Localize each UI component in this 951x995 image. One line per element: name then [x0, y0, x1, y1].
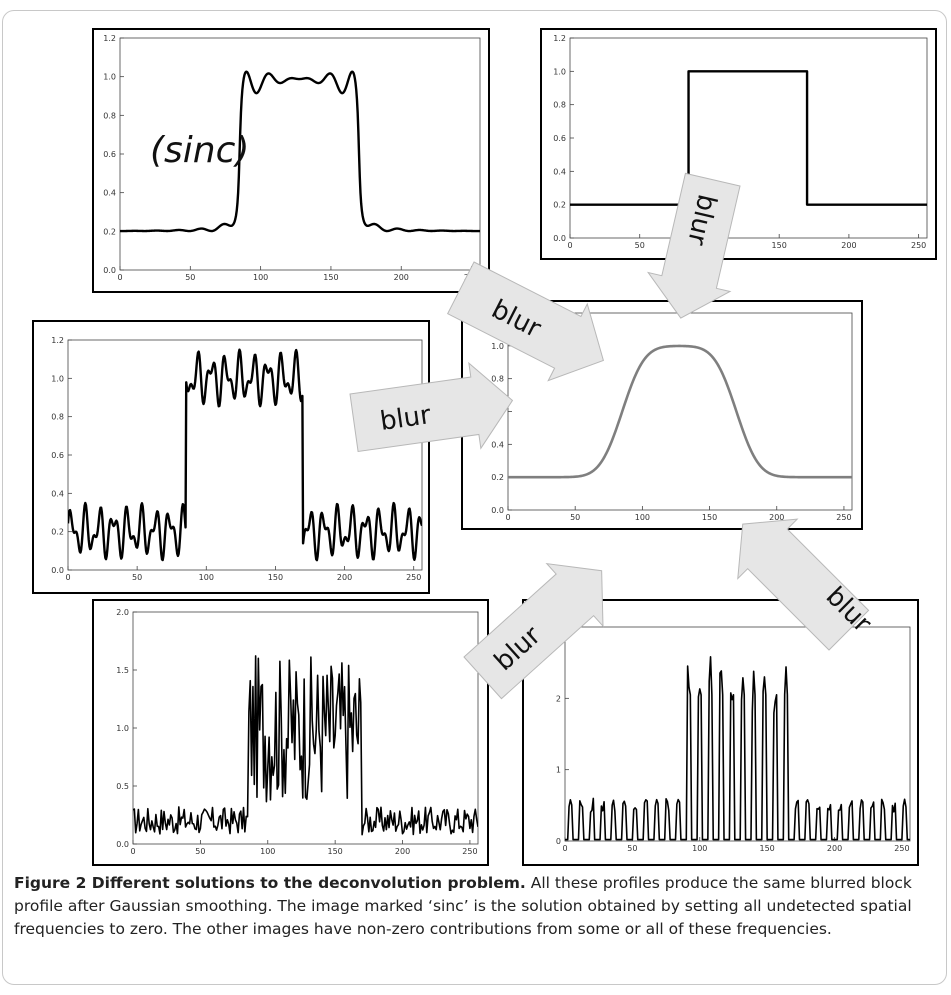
x-tick-label: 250 — [836, 513, 851, 522]
y-tick-label: 2.0 — [116, 608, 129, 617]
x-tick-label: 250 — [894, 844, 909, 853]
blur-arrow-spiky: blur — [737, 518, 877, 651]
x-tick-label: 200 — [337, 573, 352, 582]
x-tick-label: 50 — [195, 847, 205, 856]
x-tick-label: 150 — [328, 847, 343, 856]
y-tick-label: 0.6 — [51, 451, 64, 460]
x-tick-label: 150 — [702, 513, 717, 522]
panel-frame-noisy — [92, 599, 489, 866]
figure-frame — [2, 10, 947, 985]
y-tick-label: 0.0 — [491, 506, 504, 515]
x-tick-label: 0 — [562, 844, 567, 853]
x-tick-label: 50 — [570, 513, 580, 522]
y-tick-label: 0.2 — [51, 528, 64, 537]
series-line-blurred — [508, 344, 852, 479]
blur-arrow-sinc: blur — [446, 261, 605, 382]
x-tick-label: 200 — [769, 513, 784, 522]
x-tick-label: 0 — [567, 241, 572, 250]
sinc-annotation: (sinc) — [150, 130, 249, 171]
x-tick-label: 100 — [692, 844, 707, 853]
y-tick-label: 1.5 — [116, 666, 129, 675]
x-tick-label: 100 — [635, 513, 650, 522]
y-tick-label: 2 — [556, 694, 561, 703]
series-line-sinc — [120, 70, 480, 233]
y-tick-label: 0.0 — [116, 840, 129, 849]
y-tick-label: 0.2 — [553, 201, 566, 210]
y-tick-label: 0.8 — [51, 413, 64, 422]
y-tick-label: 1.2 — [103, 34, 116, 43]
panel-frame-spiky — [522, 599, 919, 866]
y-tick-label: 1.2 — [51, 336, 64, 345]
x-tick-label: 150 — [268, 573, 283, 582]
x-tick-label: 150 — [760, 844, 775, 853]
panel-frame-sinc — [92, 28, 490, 293]
x-tick-label: 200 — [841, 241, 856, 250]
x-tick-label: 100 — [253, 273, 268, 282]
y-tick-label: 0.2 — [491, 473, 504, 482]
x-tick-label: 150 — [323, 273, 338, 282]
panel-frame-block — [540, 28, 937, 260]
y-tick-label: 1.0 — [51, 374, 64, 383]
x-tick-label: 250 — [911, 241, 926, 250]
series-line-ripple — [68, 348, 422, 562]
y-tick-label: 0.0 — [51, 566, 64, 575]
series-line-noisy — [133, 655, 478, 836]
blur-arrow-block: blur — [646, 172, 741, 319]
x-tick-label: 250 — [462, 847, 477, 856]
series-line-block — [570, 70, 927, 206]
x-tick-label: 0 — [130, 847, 135, 856]
x-tick-label: 200 — [827, 844, 842, 853]
y-tick-label: 0.2 — [103, 227, 116, 236]
y-tick-label: 0.6 — [553, 134, 566, 143]
x-tick-label: 50 — [185, 273, 195, 282]
caption-title: Figure 2 Different solutions to the deco… — [14, 874, 526, 892]
caption-body: All these profiles produce the same blur… — [14, 874, 912, 938]
y-tick-label: 0.8 — [553, 101, 566, 110]
blur-arrow-label: blur — [378, 400, 433, 437]
plot-axes-box — [564, 626, 911, 842]
y-tick-label: 1.0 — [116, 724, 129, 733]
y-tick-label: 0.6 — [103, 150, 116, 159]
x-tick-label: 0 — [65, 573, 70, 582]
figure-caption: Figure 2 Different solutions to the deco… — [14, 872, 939, 941]
x-tick-label: 200 — [395, 847, 410, 856]
x-tick-label: 200 — [394, 273, 409, 282]
chart-ripple: 0 50 100 150 200 250 0.0 0.2 0.4 0.6 0.8 1.0 1.2 — [51, 336, 423, 582]
blur-arrow-ripple: blur — [349, 361, 514, 453]
x-tick-label: 150 — [772, 241, 787, 250]
chart-spiky: 0501001502002500123 — [556, 623, 911, 853]
y-tick-label: 0.4 — [51, 489, 64, 498]
x-tick-label: 50 — [627, 844, 637, 853]
x-tick-label: 0 — [117, 273, 122, 282]
chart-noisy: 0 50 100 150 200 250 0.0 0.5 1.0 1.5 2.0 — [116, 608, 479, 856]
y-tick-label: 1.0 — [553, 67, 566, 76]
x-tick-label: 0 — [505, 513, 510, 522]
y-tick-label: 0.8 — [103, 111, 116, 120]
y-tick-label: 0.5 — [116, 782, 129, 791]
y-tick-label: 1.0 — [491, 342, 504, 351]
y-tick-label: 1.0 — [103, 73, 116, 82]
panel-frame-ripple — [32, 320, 430, 594]
y-tick-label: 1 — [556, 766, 561, 775]
x-tick-label: 50 — [635, 241, 645, 250]
y-tick-label: 0.8 — [491, 375, 504, 384]
y-tick-label: 0.4 — [491, 440, 504, 449]
y-tick-label: 1.2 — [553, 34, 566, 43]
y-tick-label: 0.4 — [553, 167, 566, 176]
y-tick-label: 0.4 — [103, 189, 116, 198]
y-tick-label: 0.0 — [553, 234, 566, 243]
x-tick-label: 100 — [199, 573, 214, 582]
x-tick-label: 100 — [260, 847, 275, 856]
y-tick-label: 0.0 — [103, 266, 116, 275]
x-tick-label: 50 — [132, 573, 142, 582]
y-tick-label: 0 — [556, 837, 561, 846]
x-tick-label: 250 — [406, 573, 421, 582]
series-line-spiky — [565, 656, 910, 841]
